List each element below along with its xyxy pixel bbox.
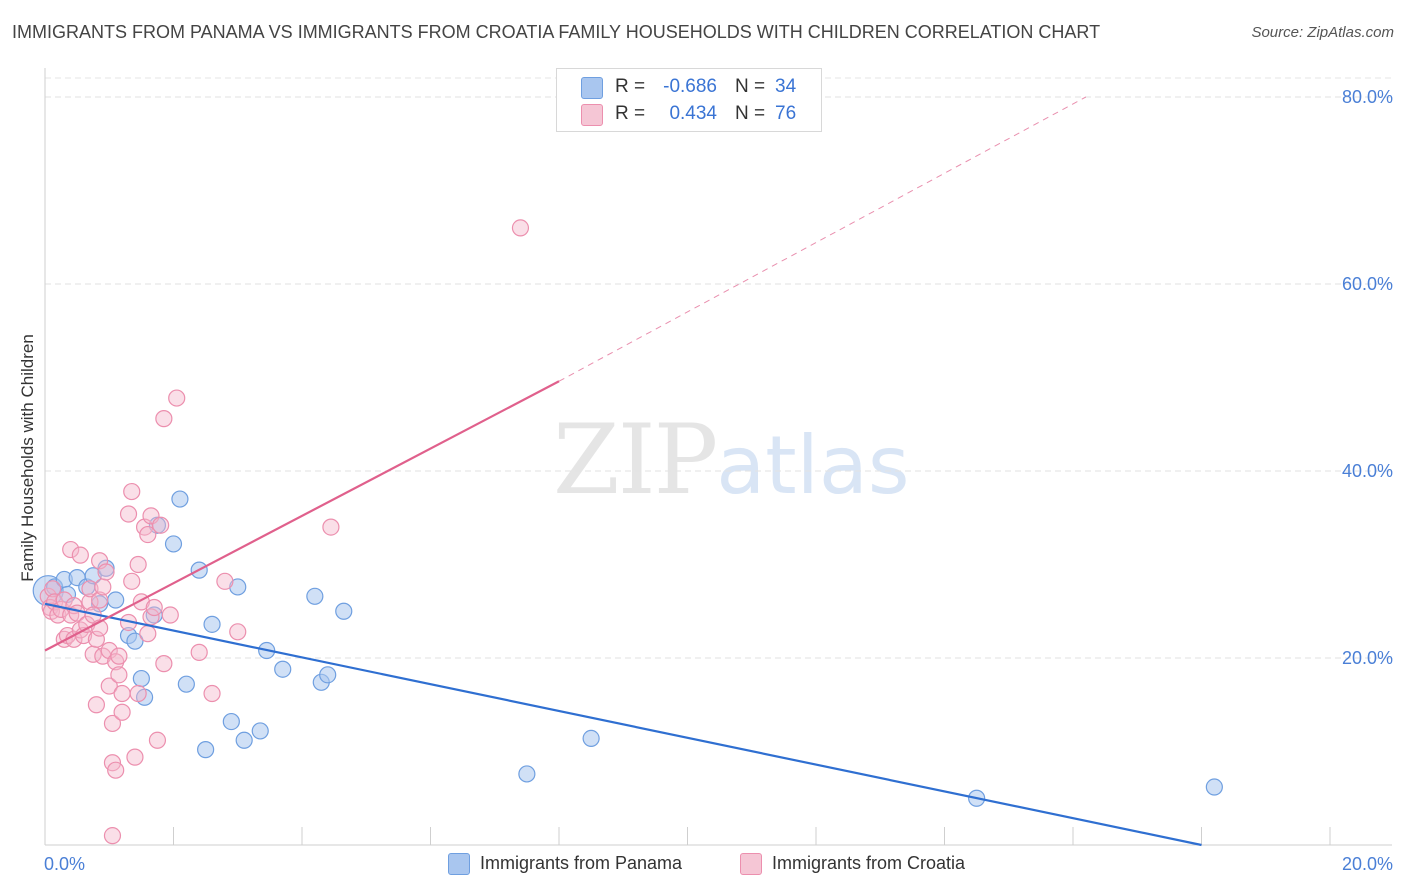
point-panama (164, 535, 183, 553)
legend-swatch-panama (448, 853, 470, 875)
legend-n-value: 34 (775, 76, 797, 97)
point-panama (84, 567, 102, 585)
legend-swatch-panama (581, 77, 603, 99)
point-panama (306, 587, 324, 605)
legend-row-croatia: R = 0.434 N = 76 (557, 100, 821, 128)
legend-n-label: N = (735, 103, 766, 124)
legend-label-panama: Immigrants from Panama (480, 853, 683, 873)
point-croatia (190, 643, 208, 661)
point-croatia (129, 555, 147, 574)
point-panama (251, 722, 269, 740)
point-croatia (113, 703, 131, 721)
y-tick-label: 60.0% (1342, 274, 1393, 294)
point-croatia (511, 219, 530, 237)
point-croatia (91, 591, 109, 609)
series-legend: Immigrants from Panama Immigrants from C… (0, 852, 1406, 878)
point-croatia (119, 505, 138, 523)
point-croatia (148, 731, 167, 749)
legend-n-value: 76 (775, 103, 797, 124)
legend-r-value: 0.434 (669, 103, 717, 124)
point-croatia (71, 546, 89, 564)
y-tick-label: 40.0% (1342, 461, 1393, 481)
point-panama (203, 615, 221, 633)
point-croatia (123, 572, 141, 590)
point-panama (177, 675, 195, 693)
trendline-croatia (44, 380, 560, 652)
point-croatia (97, 563, 115, 581)
point-croatia (62, 540, 80, 559)
legend-row-panama: R = -0.686 N = 34 (557, 73, 821, 101)
point-croatia (103, 827, 122, 845)
point-croatia (81, 580, 99, 598)
point-croatia (107, 653, 125, 671)
point-panama (235, 731, 253, 749)
legend-n-label: N = (735, 76, 766, 97)
point-panama (319, 666, 337, 684)
point-croatia (94, 578, 112, 596)
point-croatia (139, 625, 157, 643)
legend-r-label: R = (615, 76, 646, 97)
point-panama (335, 602, 353, 620)
point-croatia (103, 714, 122, 733)
point-croatia (155, 410, 173, 428)
point-panama (222, 712, 240, 731)
point-croatia (322, 518, 340, 536)
trendline-panama (44, 602, 1202, 847)
point-panama (171, 490, 189, 508)
point-croatia (229, 623, 247, 641)
point-croatia (107, 761, 125, 779)
point-panama (518, 765, 536, 783)
y-axis-label-wrap: Family Households with Children (18, 334, 38, 582)
point-croatia (110, 647, 128, 665)
point-croatia (152, 516, 170, 534)
trendline-croatia-extension (558, 96, 1087, 382)
chart-title: IMMIGRANTS FROM PANAMA VS IMMIGRANTS FRO… (12, 22, 1101, 42)
legend-swatch-croatia (581, 104, 603, 126)
legend-swatch-croatia (740, 853, 762, 875)
legend-label-croatia: Immigrants from Croatia (772, 853, 966, 873)
point-panama (197, 741, 215, 759)
point-croatia (113, 684, 131, 703)
point-croatia (203, 684, 221, 703)
watermark: ZIPatlas (553, 404, 910, 516)
correlation-legend: R = -0.686 N = 34 R = 0.434 N = 76 (556, 68, 822, 132)
point-croatia (216, 572, 234, 590)
point-panama (107, 591, 125, 609)
x-tick-label: 20.0% (1342, 854, 1393, 874)
point-croatia (110, 666, 128, 684)
point-croatia (161, 606, 179, 624)
legend-r-value: -0.686 (663, 76, 717, 97)
point-panama (582, 729, 600, 748)
y-tick-label: 80.0% (1342, 87, 1393, 107)
source-credit: Source: ZipAtlas.com (1251, 24, 1394, 41)
point-croatia (155, 655, 173, 673)
point-panama (1205, 778, 1223, 796)
x-tick-label: 0.0% (44, 854, 85, 874)
point-croatia (44, 580, 62, 598)
watermark-atlas: atlas (716, 419, 910, 512)
watermark-zip: ZIP (553, 404, 718, 516)
point-croatia (168, 389, 186, 407)
point-croatia (126, 748, 144, 766)
y-tick-label: 20.0% (1342, 648, 1393, 668)
point-croatia (145, 598, 163, 617)
point-panama (274, 660, 292, 678)
point-croatia (139, 525, 157, 544)
point-croatia (87, 696, 106, 714)
point-croatia (87, 630, 106, 648)
point-croatia (123, 482, 141, 501)
legend-r-label: R = (615, 103, 646, 124)
point-panama (132, 669, 150, 688)
point-panama (126, 632, 144, 650)
point-croatia (100, 677, 118, 695)
point-croatia (129, 684, 147, 703)
y-axis-label: Family Households with Children (18, 334, 37, 582)
